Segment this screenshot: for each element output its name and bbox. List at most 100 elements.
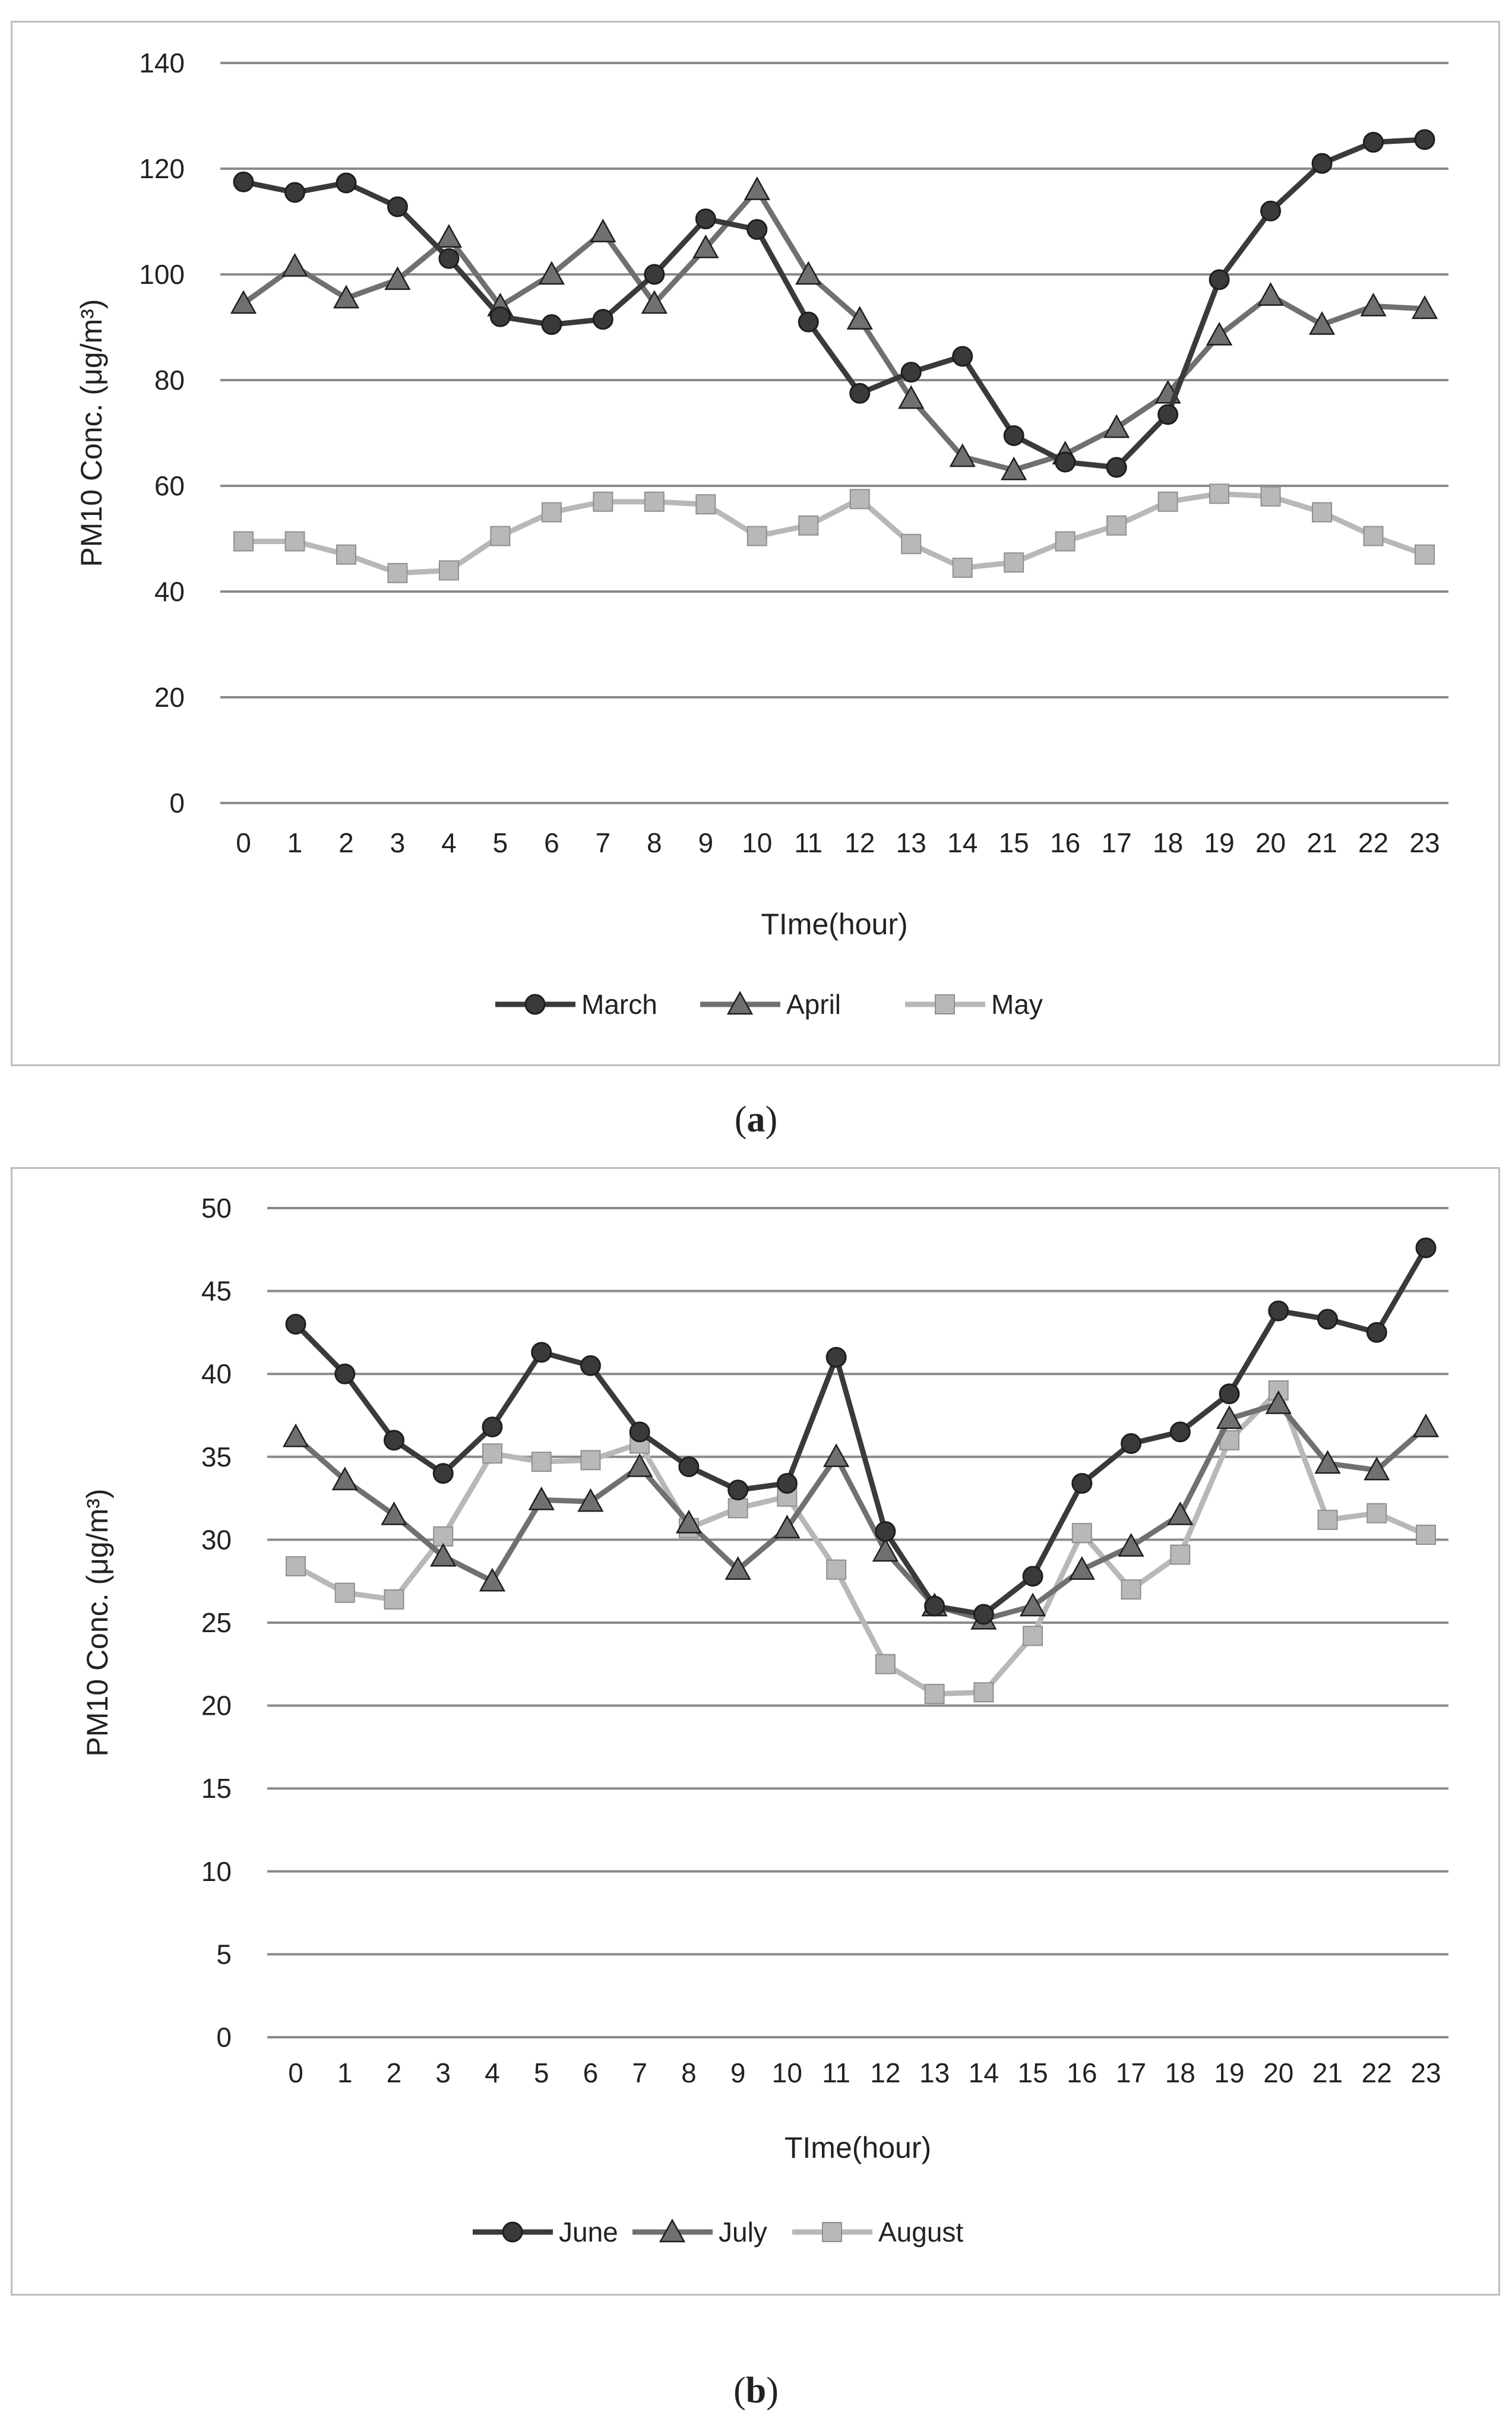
chart-b-series-june-line bbox=[293, 1246, 1428, 1617]
chart-a-series-april-point bbox=[538, 261, 565, 285]
chart-b-series-july-point bbox=[479, 1567, 506, 1592]
caption-a-open: ( bbox=[734, 1099, 747, 1140]
chart-a-x-tick-label: 17 bbox=[1102, 827, 1132, 858]
chart-b-legend-june-label: June bbox=[559, 2217, 618, 2247]
chart-a-series-march-point bbox=[592, 309, 613, 330]
chart-b-series-july-point bbox=[1412, 1413, 1440, 1437]
chart-b-series-july-point bbox=[725, 1556, 751, 1580]
chart-a-x-tick-label: 22 bbox=[1358, 827, 1388, 858]
chart-a-series-may-point bbox=[233, 531, 254, 552]
chart-a-series-march-point bbox=[1363, 132, 1384, 153]
chart-b-series-june-point bbox=[973, 1604, 994, 1625]
chart-b-series-august-point bbox=[580, 1450, 601, 1471]
chart-a-y-tick-label: 120 bbox=[139, 153, 185, 184]
chart-b-series-june-point bbox=[727, 1480, 749, 1501]
chart-a-series-may-point bbox=[387, 562, 408, 583]
chart-b-y-tick-label: 45 bbox=[201, 1276, 232, 1307]
chart-a-series-march-point bbox=[1414, 129, 1435, 150]
caption-a: (a) bbox=[0, 1099, 1512, 1141]
chart-a-series-april-point bbox=[590, 219, 616, 243]
chart-b-series-august-point bbox=[1170, 1544, 1191, 1565]
caption-a-letter: a bbox=[746, 1099, 766, 1140]
chart-b-x-tick-label: 11 bbox=[822, 2057, 850, 2088]
chart-a-y-tick-label: 20 bbox=[154, 682, 185, 713]
chart-b-series-june-point bbox=[482, 1417, 503, 1438]
chart-b-y-tick-label: 0 bbox=[216, 2022, 232, 2053]
chart-b-series-july-point bbox=[872, 1538, 899, 1562]
chart-b-series-july-point bbox=[1216, 1405, 1243, 1429]
chart-a-series-april-point bbox=[949, 443, 976, 467]
chart-a-x-tick-label: 6 bbox=[544, 827, 559, 858]
chart-a-series-march-point bbox=[1055, 451, 1076, 473]
chart-b-series-july-point bbox=[774, 1515, 801, 1539]
chart-b-series-july-point bbox=[528, 1486, 555, 1510]
chart-a-series-march-line bbox=[243, 137, 1425, 470]
chart-a-series-may bbox=[233, 483, 1435, 583]
chart-a-series-april-point bbox=[435, 224, 463, 248]
chart-b-series-june-point bbox=[1121, 1433, 1142, 1454]
chart-b-series-june-point bbox=[924, 1595, 945, 1617]
chart-b-series-august-point bbox=[1367, 1503, 1387, 1523]
chart-a-series-march-point bbox=[233, 171, 254, 192]
chart-a-series-april-point bbox=[230, 290, 257, 314]
chart-b-series-june-point bbox=[580, 1355, 601, 1376]
chart-b-x-axis-title: TIme(hour) bbox=[785, 2131, 931, 2164]
chart-b-series-august-point bbox=[1121, 1579, 1141, 1600]
chart-b-x-tick-label: 10 bbox=[772, 2057, 802, 2088]
chart-b-x-tick-label: 23 bbox=[1410, 2057, 1441, 2088]
chart-a-series-april-point bbox=[1257, 282, 1284, 306]
chart-panel-a: 0 20 40 60 80 100 120 140 0 1 2 3 4 5 6 7 8 9 10 11 12 13 14 15… bbox=[11, 21, 1500, 1066]
chart-a-series-april bbox=[230, 176, 1438, 480]
chart-b-x-tick-label: 16 bbox=[1067, 2057, 1097, 2088]
chart-a-y-tick-label: 100 bbox=[139, 259, 185, 290]
chart-b-series-july-point bbox=[577, 1488, 604, 1512]
chart-b-y-tick-label: 35 bbox=[201, 1441, 232, 1472]
chart-a-legend: March April May bbox=[495, 989, 1043, 1020]
chart-a-x-tick-label: 14 bbox=[947, 827, 978, 858]
chart-a-series-april-point bbox=[744, 176, 770, 200]
chart-a-series-april-point bbox=[384, 266, 411, 290]
chart-a-series-march-point bbox=[1003, 425, 1024, 446]
chart-b-series-august-point bbox=[924, 1684, 945, 1705]
chart-a-series-april-point bbox=[1001, 456, 1027, 480]
chart-a-series-march-point bbox=[541, 314, 562, 336]
chart-a-legend-march-label: March bbox=[581, 989, 657, 1020]
chart-a-series-may-point bbox=[336, 544, 356, 565]
chart-a-y-tick-label: 60 bbox=[154, 470, 185, 501]
chart-a-x-tick-label: 23 bbox=[1409, 827, 1440, 858]
chart-b-series-july-line bbox=[294, 1401, 1428, 1622]
chart-b-x-tick-label: 17 bbox=[1116, 2057, 1146, 2088]
chart-b-y-tick-label: 40 bbox=[201, 1358, 232, 1389]
chart-a-series-april-point bbox=[898, 385, 925, 409]
chart-a-series-march-point bbox=[798, 311, 819, 333]
chart-a-legend-may-label: May bbox=[991, 989, 1043, 1020]
chart-a-series-may-point bbox=[1415, 544, 1435, 565]
chart-b-series-june-point bbox=[825, 1346, 847, 1368]
chart-b-y-tick-label: 25 bbox=[201, 1607, 232, 1638]
chart-a-y-tick-label: 140 bbox=[139, 48, 185, 78]
chart-a-series-may-point bbox=[438, 560, 459, 581]
chart-b-series-july-point bbox=[1167, 1501, 1194, 1525]
chart-a-y-tick-label: 0 bbox=[169, 788, 185, 818]
chart-a-x-tick-label: 8 bbox=[647, 827, 662, 858]
chart-a-y-tick-label: 80 bbox=[154, 365, 185, 396]
chart-b-x-tick-label: 4 bbox=[485, 2057, 500, 2088]
chart-b-series-july-point bbox=[1314, 1450, 1341, 1474]
chart-b-series-june-point bbox=[1317, 1308, 1339, 1330]
chart-b-series-july-point bbox=[1068, 1556, 1095, 1580]
chart-b-x-tick-label: 18 bbox=[1165, 2057, 1195, 2088]
chart-b-series-july-point bbox=[430, 1542, 457, 1567]
chart-a-x-tick-label: 19 bbox=[1204, 827, 1235, 858]
chart-b-series-july-point bbox=[627, 1453, 653, 1477]
chart-b-y-axis-title: PM10 Conc. (μg/m³) bbox=[81, 1488, 114, 1756]
chart-a-series-may-point bbox=[849, 489, 870, 510]
chart-a-series-april-point bbox=[692, 234, 719, 258]
chart-a-x-tick-label: 16 bbox=[1050, 827, 1080, 858]
chart-a-series-march-point bbox=[1311, 153, 1333, 174]
chart-a-series-march-point bbox=[644, 264, 665, 285]
chart-a-x-tick-label: 1 bbox=[287, 827, 303, 858]
chart-a-series-april-point bbox=[1360, 292, 1387, 317]
chart-a-series-april-point bbox=[1206, 321, 1233, 346]
caption-b-close: ) bbox=[766, 2370, 779, 2411]
